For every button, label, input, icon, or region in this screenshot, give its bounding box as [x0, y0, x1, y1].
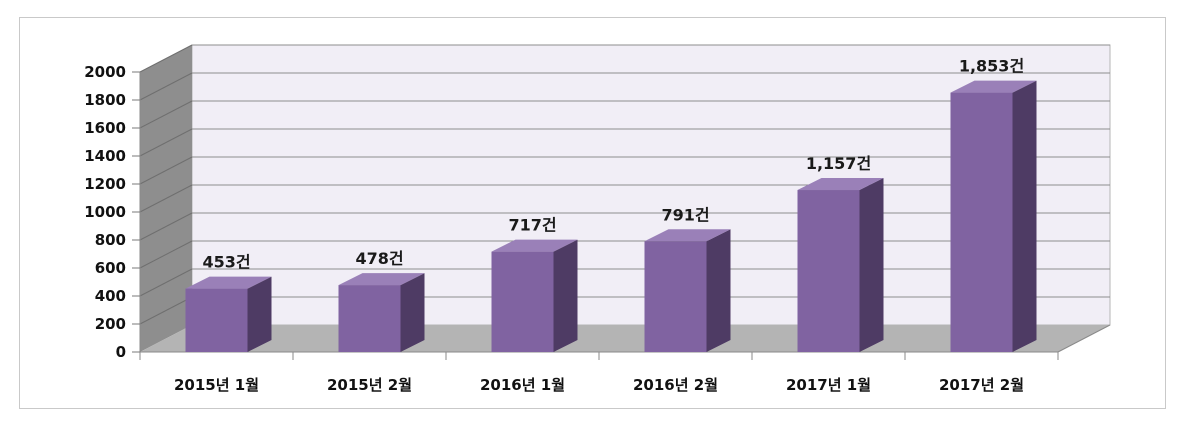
- bar-2017년 2월: [950, 80, 1037, 352]
- gridline-side: [139, 184, 193, 213]
- gridline-side: [139, 44, 193, 73]
- bar-top: [338, 273, 425, 286]
- y-tick-label: 2000: [84, 63, 126, 81]
- gridline-side: [139, 296, 193, 325]
- bar-front: [797, 190, 860, 352]
- gridline-side: [139, 240, 193, 269]
- bar-side: [553, 239, 578, 352]
- bar-2017년 1월: [797, 178, 884, 352]
- bar-side: [859, 178, 884, 352]
- y-tick-label: 1200: [84, 175, 126, 193]
- x-axis-categories: 2015년 1월 2015년 2월 2016년 1월 2016년 2월 2017년 1월…: [174, 376, 1024, 394]
- bar-front: [491, 251, 554, 352]
- y-tick-label: 0: [116, 343, 126, 361]
- data-label: 1,157건: [806, 154, 871, 173]
- bar-top: [644, 229, 731, 242]
- bar-side: [400, 273, 425, 352]
- x-category-label: 2015년 2월: [327, 376, 412, 394]
- y-tick-label: 1800: [84, 91, 126, 109]
- gridline-side: [139, 268, 193, 297]
- bar-top: [797, 178, 884, 191]
- x-category-label: 2017년 1월: [786, 376, 871, 394]
- x-category-label: 2015년 1월: [174, 376, 259, 394]
- data-label: 478건: [355, 249, 403, 268]
- y-tick-label: 400: [95, 287, 126, 305]
- bar-2016년 1월: [491, 239, 578, 352]
- bar-side: [706, 229, 731, 352]
- bar-top: [491, 239, 578, 252]
- gridline-side: [139, 212, 193, 241]
- x-category-label: 2016년 2월: [633, 376, 718, 394]
- bar-front: [338, 285, 401, 352]
- bar-side: [247, 276, 272, 352]
- data-labels: 453건 478건 717건 791건 1,157건 1,853건: [202, 57, 1024, 272]
- data-label: 453건: [202, 253, 250, 272]
- x-category-label: 2017년 2월: [939, 376, 1024, 394]
- y-tick-label: 1600: [84, 119, 126, 137]
- bar-front: [950, 92, 1013, 352]
- y-tick-label: 1000: [84, 203, 126, 221]
- y-tick-label: 600: [95, 259, 126, 277]
- x-category-label: 2016년 1월: [480, 376, 565, 394]
- bar-2015년 1월: [185, 276, 272, 352]
- bar-side: [1012, 80, 1037, 352]
- floor-edge: [1057, 324, 1111, 353]
- bars: [185, 80, 1037, 352]
- bar-front: [644, 241, 707, 352]
- y-axis-ticks: 0 200 400 600 800 1000 1200 1400 1600 1800 2000: [84, 63, 140, 361]
- bar-top: [185, 276, 272, 289]
- bar-2015년 2월: [338, 273, 425, 352]
- bar-front: [185, 288, 248, 352]
- gridline-side: [139, 100, 193, 129]
- y-tick-label: 800: [95, 231, 126, 249]
- gridline-side: [139, 128, 193, 157]
- gridline-side: [139, 156, 193, 185]
- y-tick-label: 200: [95, 315, 126, 333]
- bar-2016년 2월: [644, 229, 731, 352]
- data-label: 791건: [661, 205, 709, 224]
- bar-top: [950, 80, 1037, 93]
- gridline-side: [139, 72, 193, 101]
- data-label: 717건: [508, 216, 556, 235]
- data-label: 1,853건: [959, 57, 1024, 76]
- y-tick-label: 1400: [84, 147, 126, 165]
